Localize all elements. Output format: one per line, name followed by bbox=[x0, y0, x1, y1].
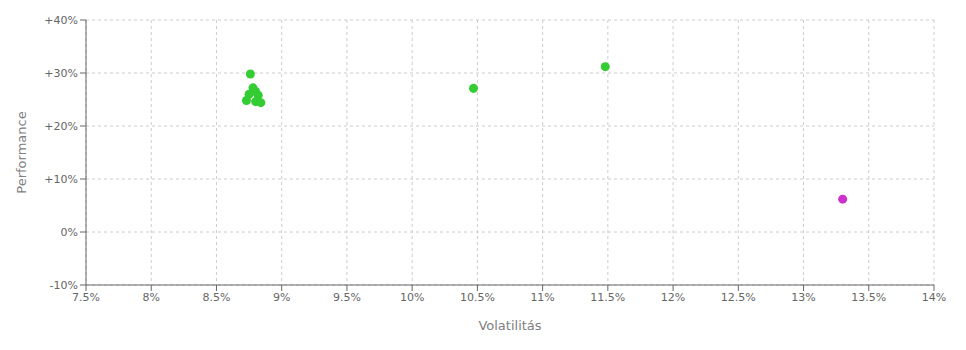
svg-text:11%: 11% bbox=[530, 291, 554, 304]
svg-text:+20%: +20% bbox=[44, 120, 78, 133]
svg-text:10%: 10% bbox=[400, 291, 424, 304]
svg-text:+40%: +40% bbox=[44, 14, 78, 27]
svg-text:0%: 0% bbox=[61, 226, 78, 239]
svg-text:14%: 14% bbox=[922, 291, 946, 304]
svg-text:+10%: +10% bbox=[44, 173, 78, 186]
svg-text:11.5%: 11.5% bbox=[590, 291, 625, 304]
svg-text:9.5%: 9.5% bbox=[333, 291, 361, 304]
svg-text:Volatilitás: Volatilitás bbox=[478, 318, 541, 333]
svg-text:12%: 12% bbox=[661, 291, 685, 304]
svg-text:13.5%: 13.5% bbox=[851, 291, 886, 304]
svg-text:8.5%: 8.5% bbox=[202, 291, 230, 304]
svg-text:Performance: Performance bbox=[14, 111, 29, 193]
svg-text:-10%: -10% bbox=[50, 279, 78, 292]
svg-text:+30%: +30% bbox=[44, 67, 78, 80]
svg-text:10.5%: 10.5% bbox=[460, 291, 495, 304]
svg-text:9%: 9% bbox=[273, 291, 290, 304]
svg-text:7.5%: 7.5% bbox=[72, 291, 100, 304]
svg-text:13%: 13% bbox=[791, 291, 815, 304]
svg-text:8%: 8% bbox=[143, 291, 160, 304]
svg-text:12.5%: 12.5% bbox=[721, 291, 756, 304]
